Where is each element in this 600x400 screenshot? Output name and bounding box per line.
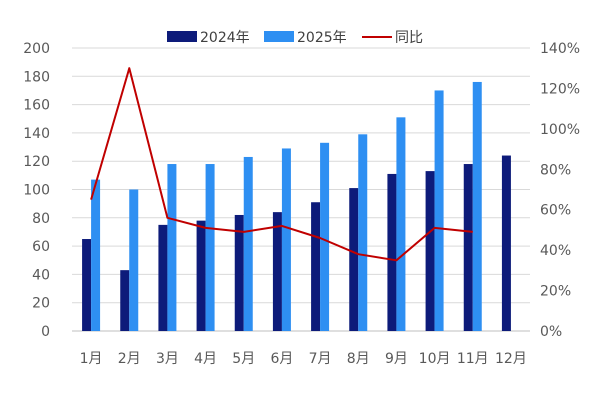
left-axis-tick: 120: [23, 154, 50, 170]
left-axis-tick: 20: [32, 296, 50, 312]
bar-2025: [243, 156, 253, 331]
right-axis-ticks: 0% 20% 40% 60% 80% 100% 120% 140%: [540, 41, 580, 340]
right-axis-tick: 60%: [540, 203, 571, 219]
bar-2025: [205, 164, 215, 331]
bar-2024: [311, 202, 321, 331]
x-axis-tick: 5月: [232, 351, 255, 367]
bar-2024: [234, 214, 244, 331]
bar-2025: [396, 117, 406, 332]
bar-2025: [281, 148, 291, 331]
bar-2025: [129, 189, 139, 331]
bar-2024: [387, 173, 397, 331]
bar-2024: [425, 171, 435, 331]
x-axis-ticks: 1月 2月 3月 4月 5月 6月 7月 8月 9月 10月 11月 12月: [80, 351, 527, 367]
legend-item: 同比: [362, 30, 423, 46]
x-axis-tick: 6月: [270, 351, 293, 367]
bar-2025: [91, 179, 101, 331]
x-axis-tick: 4月: [194, 351, 217, 367]
right-axis-tick: 40%: [540, 243, 571, 259]
left-axis-tick: 200: [23, 41, 50, 57]
left-axis-tick: 0: [41, 324, 50, 340]
x-axis-tick: 10月: [419, 351, 451, 367]
bar-2025: [472, 81, 482, 332]
left-axis-ticks: 0 20 40 60 80 100 120 140 160 180 200: [23, 41, 50, 340]
bar-2025: [434, 90, 444, 331]
left-axis-tick: 160: [23, 98, 50, 114]
legend-label: 同比: [395, 30, 423, 46]
legend-swatch: [264, 31, 294, 42]
gridlines: [72, 47, 530, 332]
yoy-line: [90, 67, 473, 262]
bars: [82, 81, 511, 332]
right-axis-tick: 120%: [540, 81, 580, 97]
left-axis-tick: 140: [23, 126, 50, 142]
bar-2024: [158, 224, 168, 331]
left-axis-tick: 60: [32, 239, 50, 255]
legend: 2024年 2025年 同比: [167, 30, 423, 46]
bar-2025: [358, 134, 368, 331]
right-axis-tick: 100%: [540, 122, 580, 138]
right-axis-tick: 20%: [540, 284, 571, 300]
left-axis-tick: 40: [32, 267, 50, 283]
bar-2024: [349, 188, 359, 331]
x-axis-tick: 1月: [80, 351, 103, 367]
left-axis-tick: 100: [23, 183, 50, 199]
bar-2025: [167, 164, 177, 331]
left-axis-tick: 80: [32, 211, 50, 227]
x-axis-tick: 12月: [495, 351, 527, 367]
x-axis-tick: 11月: [457, 351, 489, 367]
legend-label: 2024年: [200, 30, 250, 46]
bar-2024: [501, 155, 511, 331]
x-axis-tick: 9月: [385, 351, 408, 367]
legend-label: 2025年: [297, 30, 347, 46]
bar-2025: [320, 142, 330, 331]
left-axis-tick: 180: [23, 69, 50, 85]
bar-2024: [463, 164, 473, 331]
bar-2024: [196, 220, 206, 331]
right-axis-tick: 0%: [540, 324, 562, 340]
bar-2024: [272, 212, 282, 331]
right-axis-tick: 80%: [540, 162, 571, 178]
legend-item: 2024年: [167, 30, 250, 46]
x-axis-tick: 3月: [156, 351, 179, 367]
legend-swatch: [167, 31, 197, 42]
bar-2024: [82, 239, 92, 331]
x-axis-tick: 8月: [347, 351, 370, 367]
x-axis-tick: 7月: [309, 351, 332, 367]
legend-item: 2025年: [264, 30, 347, 46]
x-axis-tick: 2月: [118, 351, 141, 367]
yoy-line-path: [90, 67, 473, 262]
bar-2024: [120, 270, 130, 331]
right-axis-tick: 140%: [540, 41, 580, 57]
